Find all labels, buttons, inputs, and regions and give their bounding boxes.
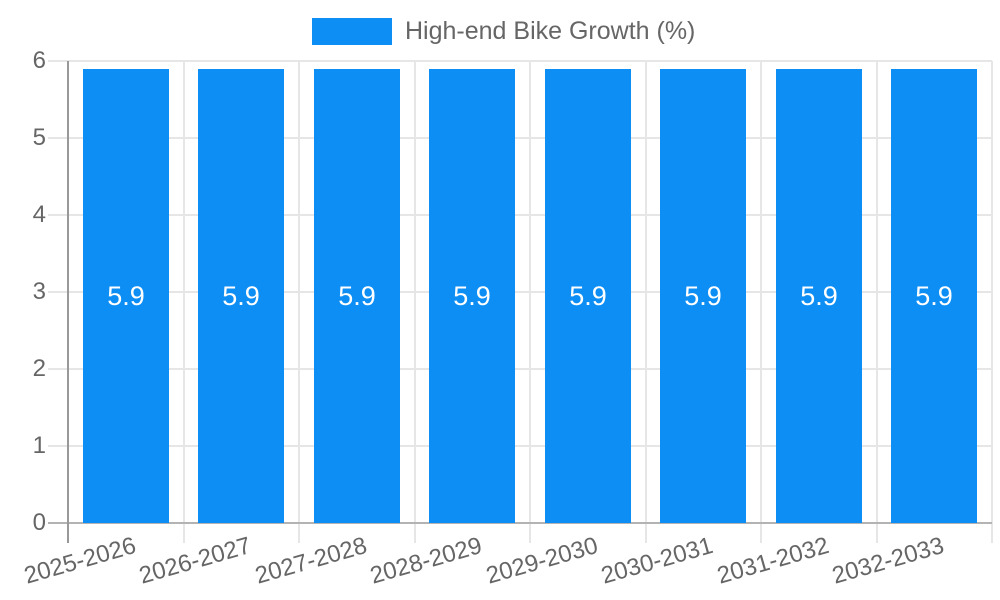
bar-value-label: 5.9 (222, 281, 260, 311)
bar: 5.9 (545, 69, 631, 523)
y-tick-label: 0 (32, 509, 46, 536)
legend[interactable]: High-end Bike Growth (%) (312, 18, 695, 45)
legend-label: High-end Bike Growth (%) (405, 17, 696, 45)
x-tick-label: 2029-2030 (483, 532, 602, 590)
x-tick-label: 2025-2026 (21, 532, 140, 590)
x-tick-label: 2026-2027 (136, 532, 255, 590)
bar: 5.9 (429, 69, 515, 523)
y-gridline (48, 445, 992, 447)
x-tick-label: 2027-2028 (252, 532, 371, 590)
plot-area: 5.9 5.9 5.9 5.9 5.9 5.9 5.9 5.9 (48, 60, 993, 543)
x-gridline (876, 61, 878, 543)
y-tick-label: 6 (32, 47, 46, 74)
x-axis-baseline (48, 522, 992, 524)
bar: 5.9 (83, 69, 169, 523)
x-tick-label: 2032-2033 (829, 532, 948, 590)
x-gridline (414, 61, 416, 543)
bar-value-label: 5.9 (107, 281, 145, 311)
x-gridline (298, 61, 300, 543)
y-tick-label: 5 (32, 124, 46, 151)
x-gridline (991, 61, 993, 543)
x-tick-label: 2030-2031 (598, 532, 717, 590)
x-gridline (760, 61, 762, 543)
y-gridline (48, 60, 992, 62)
bar-value-label: 5.9 (800, 281, 838, 311)
x-gridline (645, 61, 647, 543)
y-tick-label: 1 (32, 432, 46, 459)
bar: 5.9 (776, 69, 862, 523)
bar: 5.9 (660, 69, 746, 523)
y-gridline (48, 368, 992, 370)
bar: 5.9 (891, 69, 977, 523)
y-gridline (48, 214, 992, 216)
x-tick-label: 2028-2029 (367, 532, 486, 590)
y-gridline (48, 137, 992, 139)
bar-value-label: 5.9 (453, 281, 491, 311)
bar-value-label: 5.9 (338, 281, 376, 311)
legend-swatch (312, 18, 392, 45)
y-tick-label: 4 (32, 201, 46, 228)
bar: 5.9 (198, 69, 284, 523)
x-gridline (183, 61, 185, 543)
x-gridline (529, 61, 531, 543)
y-gridline (48, 291, 992, 293)
y-tick-label: 2 (32, 355, 46, 382)
bar-value-label: 5.9 (915, 281, 953, 311)
y-tick-label: 3 (32, 278, 46, 305)
x-tick-label: 2031-2032 (714, 532, 833, 590)
bar-value-label: 5.9 (684, 281, 722, 311)
bar: 5.9 (314, 69, 400, 523)
y-axis-line (67, 61, 69, 543)
bar-value-label: 5.9 (569, 281, 607, 311)
